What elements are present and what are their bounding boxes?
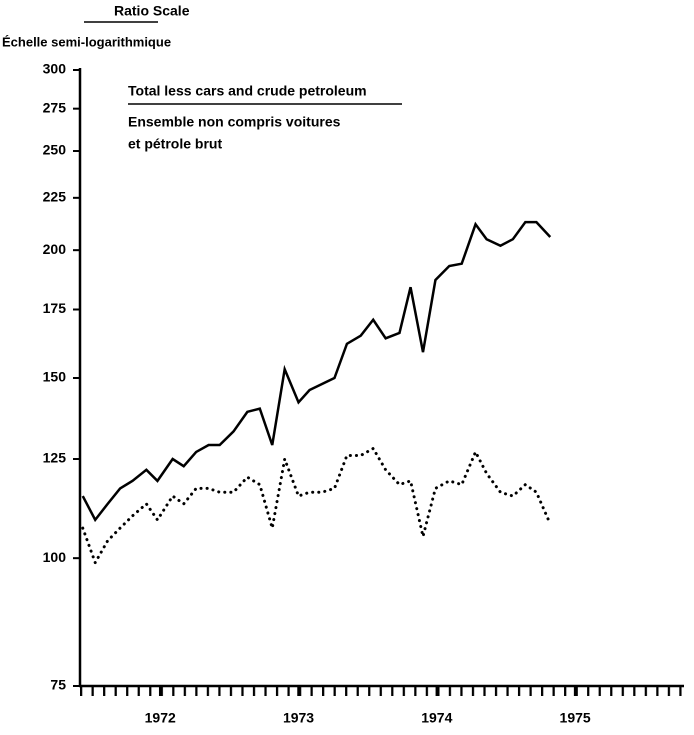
y-tick-label: 300	[43, 61, 67, 77]
x-tick-label: 1975	[560, 710, 591, 726]
solid-line	[81, 220, 552, 523]
legend-label: et pétrole brut	[128, 136, 222, 152]
y-tick-label: 125	[43, 450, 67, 466]
axis-subtitle: Échelle semi-logarithmique	[2, 34, 171, 49]
minor-ticks	[80, 686, 683, 696]
y-tick-label: 225	[43, 189, 67, 205]
dotted-line	[81, 446, 552, 567]
y-tick-label: 200	[43, 241, 67, 257]
x-tick-label: 1973	[283, 710, 314, 726]
axis-title: Ratio Scale	[114, 3, 190, 19]
legend-label: Total less cars and crude petroleum	[128, 83, 367, 99]
y-tick-label: 75	[50, 677, 66, 693]
y-tick-label: 175	[43, 300, 67, 316]
legend-label: Ensemble non compris voitures	[128, 114, 341, 130]
y-tick-label: 150	[43, 369, 67, 385]
x-tick-label: 1974	[421, 710, 452, 726]
y-tick-label: 250	[43, 142, 67, 158]
y-tick-label: 100	[43, 549, 67, 565]
x-tick-label: 1972	[145, 710, 176, 726]
y-tick-label: 275	[43, 99, 67, 115]
